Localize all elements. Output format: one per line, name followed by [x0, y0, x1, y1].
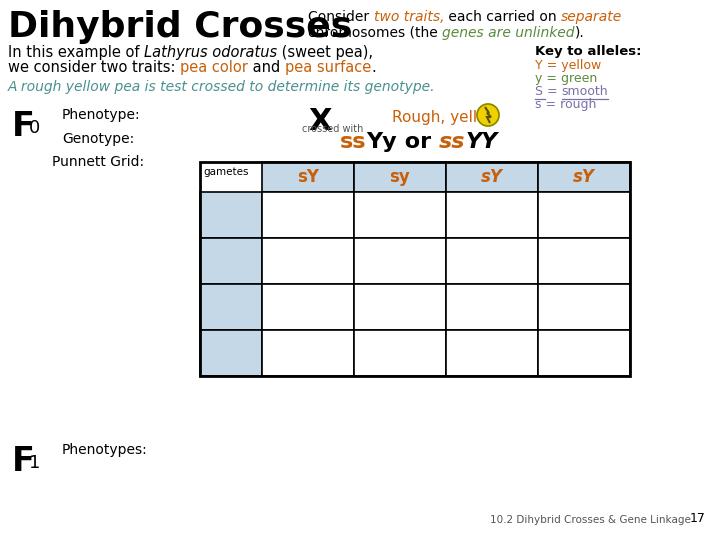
Bar: [446, 238, 538, 284]
Bar: [446, 162, 538, 192]
Bar: [446, 284, 538, 330]
Bar: [354, 284, 446, 330]
Text: chromosomes (the: chromosomes (the: [308, 26, 442, 40]
Text: pea color: pea color: [180, 60, 248, 75]
Text: we consider two traits:: we consider two traits:: [8, 60, 180, 75]
Text: y = green: y = green: [535, 72, 598, 85]
Bar: [200, 238, 262, 284]
Text: 0: 0: [29, 119, 40, 137]
Bar: [200, 284, 262, 330]
Text: Phenotype:: Phenotype:: [62, 108, 140, 122]
Bar: [538, 284, 630, 330]
Bar: [200, 330, 262, 376]
Text: separate: separate: [561, 10, 622, 24]
Text: Lathyrus odoratus: Lathyrus odoratus: [144, 45, 277, 60]
Text: ss: ss: [439, 132, 466, 152]
Text: sY: sY: [297, 168, 319, 186]
Bar: [262, 192, 354, 238]
Text: (sweet pea),: (sweet pea),: [277, 45, 373, 60]
Text: each carried on: each carried on: [444, 10, 561, 24]
Text: .: .: [371, 60, 376, 75]
Text: Punnett Grid:: Punnett Grid:: [52, 155, 144, 169]
Text: Consider: Consider: [308, 10, 374, 24]
Bar: [262, 238, 354, 284]
Bar: [262, 284, 354, 330]
Text: 10.2 Dihybrid Crosses & Gene Linkage: 10.2 Dihybrid Crosses & Gene Linkage: [490, 515, 691, 525]
Text: ss: ss: [340, 132, 366, 152]
Text: Dihybrid Crosses: Dihybrid Crosses: [8, 10, 352, 44]
Bar: [354, 192, 446, 238]
Text: sy: sy: [390, 168, 410, 186]
Bar: [354, 330, 446, 376]
Text: YY: YY: [466, 132, 498, 152]
Circle shape: [477, 104, 499, 126]
Text: or: or: [397, 132, 439, 152]
Text: Phenotypes:: Phenotypes:: [62, 443, 148, 457]
Bar: [262, 162, 354, 192]
Bar: [200, 192, 262, 238]
Text: A rough yellow pea is test crossed to determine its genotype.: A rough yellow pea is test crossed to de…: [8, 80, 436, 94]
Text: Rough, yellow: Rough, yellow: [392, 110, 499, 125]
Bar: [538, 238, 630, 284]
Bar: [538, 330, 630, 376]
Bar: [446, 192, 538, 238]
Text: X: X: [308, 107, 331, 136]
Bar: [446, 330, 538, 376]
Text: genes are unlinked: genes are unlinked: [442, 26, 575, 40]
Text: F: F: [12, 110, 35, 143]
Text: and: and: [248, 60, 285, 75]
Text: S =: S =: [535, 85, 562, 98]
Text: ).: ).: [575, 26, 585, 40]
Text: s = rough: s = rough: [535, 98, 596, 111]
Text: sY: sY: [573, 168, 595, 186]
Text: smooth: smooth: [562, 85, 608, 98]
Text: crossed with: crossed with: [302, 124, 364, 134]
Text: gametes: gametes: [203, 167, 248, 177]
Text: Key to alleles:: Key to alleles:: [535, 45, 642, 58]
Text: Genotype:: Genotype:: [62, 132, 134, 146]
Text: Y = yellow: Y = yellow: [535, 59, 601, 72]
Text: In this example of: In this example of: [8, 45, 144, 60]
Bar: [200, 162, 630, 376]
Bar: [538, 192, 630, 238]
Text: 17: 17: [690, 512, 706, 525]
Bar: [538, 162, 630, 192]
Text: sY: sY: [481, 168, 503, 186]
Text: Yy: Yy: [366, 132, 397, 152]
Text: pea surface: pea surface: [285, 60, 371, 75]
Bar: [354, 238, 446, 284]
Text: 1: 1: [29, 454, 40, 472]
Text: two traits,: two traits,: [374, 10, 444, 24]
Bar: [354, 162, 446, 192]
Bar: [262, 330, 354, 376]
Text: F: F: [12, 445, 35, 478]
